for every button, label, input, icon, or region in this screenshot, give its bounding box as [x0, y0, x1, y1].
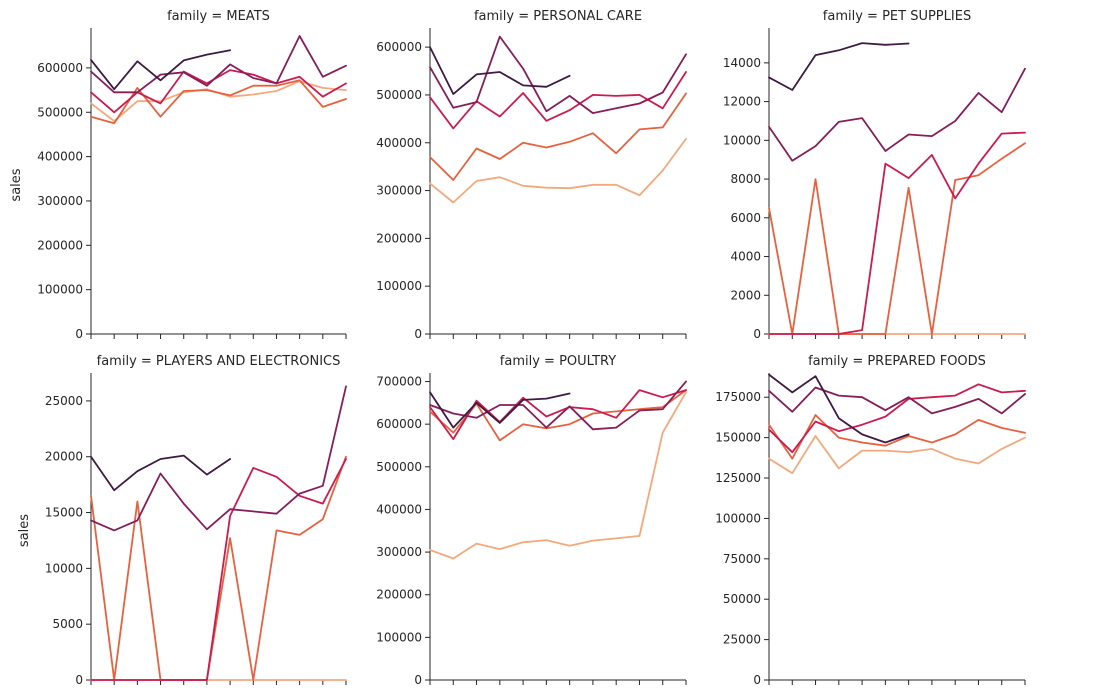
series-line [429, 138, 687, 204]
y-tick-label: 0 [414, 673, 422, 687]
y-tick-label: 20000 [45, 450, 83, 464]
series-line [768, 414, 1026, 460]
y-tick-label: 200000 [376, 231, 422, 245]
series-line [90, 458, 347, 681]
y-tick-label: 400000 [376, 502, 422, 516]
series-line [768, 67, 1026, 162]
y-tick-label: 300000 [37, 194, 83, 208]
series-line [429, 92, 687, 181]
y-tick-label: 25000 [723, 633, 761, 647]
series-line [768, 42, 910, 91]
y-tick-label: 300000 [376, 184, 422, 198]
facet-panel: 0 25000 50000 75000 100000 125000 150000 175000… [715, 354, 1026, 687]
series-line [429, 71, 687, 130]
y-tick-label: 100000 [715, 511, 761, 525]
y-tick-label: 14000 [723, 56, 761, 70]
y-tick-label: 175000 [715, 390, 761, 404]
facet-panel: 0 100000 200000 300000 400000 500000 600000 fam… [9, 9, 347, 341]
series-line [768, 142, 1026, 335]
y-tick-label: 0 [753, 327, 761, 341]
y-tick-label: 5000 [52, 617, 83, 631]
series-line [429, 46, 571, 95]
series-line [429, 389, 687, 440]
y-tick-label: 10000 [723, 133, 761, 147]
y-tick-label: 100000 [37, 283, 83, 297]
y-axis-label: sales [9, 168, 24, 201]
series-line [90, 454, 231, 492]
series-line [90, 79, 347, 125]
y-tick-label: 600000 [37, 61, 83, 75]
y-tick-label: 100000 [376, 630, 422, 644]
series-line [90, 385, 347, 532]
y-tick-label: 200000 [37, 238, 83, 252]
y-tick-label: 25000 [45, 394, 83, 408]
facet-panel: 0 2000 4000 6000 8000 10000 12000 14000 family =… [723, 9, 1026, 341]
facet-panel: 0 5000 10000 15000 20000 25000 family = PLAYER… [17, 354, 347, 687]
y-tick-label: 6000 [730, 211, 761, 225]
panel-title: family = POULTRY [500, 354, 616, 369]
series-line [768, 435, 1026, 475]
y-tick-label: 150000 [715, 431, 761, 445]
series-line [768, 383, 1026, 454]
y-tick-label: 500000 [376, 460, 422, 474]
y-tick-label: 4000 [730, 250, 761, 264]
panel-title: family = PLAYERS AND ELECTRONICS [97, 354, 341, 369]
series-line [90, 69, 347, 114]
y-tick-label: 8000 [730, 172, 761, 186]
y-tick-label: 600000 [376, 40, 422, 54]
series-line [768, 373, 910, 444]
y-tick-label: 15000 [45, 506, 83, 520]
series-line [429, 391, 687, 560]
y-tick-label: 0 [753, 673, 761, 687]
panel-title: family = PET SUPPLIES [823, 9, 971, 24]
panel-title: family = PERSONAL CARE [474, 9, 642, 24]
panel-title: family = PREPARED FOODS [808, 354, 986, 369]
y-tick-label: 10000 [45, 561, 83, 575]
facet-panel: 0 100000 200000 300000 400000 500000 600000 fam… [376, 9, 687, 341]
series-line [90, 35, 347, 94]
series-line [429, 35, 687, 114]
y-tick-label: 100000 [376, 279, 422, 293]
y-tick-label: 200000 [376, 588, 422, 602]
y-tick-label: 400000 [37, 150, 83, 164]
series-line [429, 380, 687, 431]
y-tick-label: 2000 [730, 288, 761, 302]
y-tick-label: 0 [75, 673, 83, 687]
y-tick-label: 700000 [376, 375, 422, 389]
y-tick-label: 500000 [37, 105, 83, 119]
y-tick-label: 300000 [376, 545, 422, 559]
facet-panel: 0 100000 200000 300000 400000 500000 600000 700… [376, 354, 687, 687]
series-line [768, 386, 1026, 415]
y-axis-label: sales [17, 514, 32, 547]
series-line [90, 49, 231, 91]
y-tick-label: 50000 [723, 592, 761, 606]
series-line [768, 131, 1026, 335]
y-tick-label: 75000 [723, 552, 761, 566]
y-tick-label: 400000 [376, 136, 422, 150]
y-tick-label: 500000 [376, 88, 422, 102]
y-tick-label: 0 [414, 327, 422, 341]
panel-title: family = MEATS [167, 9, 270, 24]
series-line [90, 455, 347, 681]
y-tick-label: 0 [75, 327, 83, 341]
y-tick-label: 12000 [723, 95, 761, 109]
y-tick-label: 600000 [376, 417, 422, 431]
series-line [429, 391, 571, 429]
y-tick-label: 125000 [715, 471, 761, 485]
